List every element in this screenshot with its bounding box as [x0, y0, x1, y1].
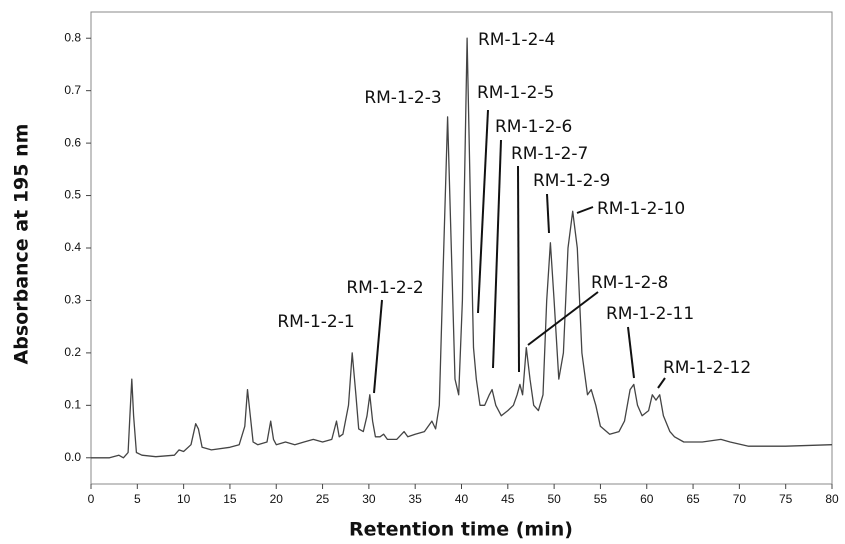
peak-label: RM-1-2-2 — [346, 278, 423, 298]
peak-label: RM-1-2-3 — [364, 88, 441, 108]
leader-line — [627, 326, 635, 379]
peak-label: RM-1-2-10 — [597, 199, 685, 219]
x-tick-label: 15 — [223, 492, 237, 506]
y-tick-label: 0.7 — [64, 83, 81, 97]
y-tick-label: 0.6 — [64, 135, 81, 149]
y-tick-label: 0.8 — [64, 30, 81, 44]
x-tick-label: 0 — [88, 492, 95, 506]
leader-line — [477, 109, 489, 314]
x-axis-label: Retention time (min) — [349, 519, 573, 541]
x-tick-label: 55 — [594, 492, 608, 506]
y-tick-label: 0.3 — [64, 293, 81, 307]
y-axis-label: Absorbance at 195 nm — [11, 124, 33, 365]
y-tick-label: 0.4 — [64, 240, 81, 254]
peak-label: RM-1-2-11 — [606, 304, 694, 324]
y-tick-label: 0.5 — [64, 188, 81, 202]
leader-line — [492, 139, 502, 369]
x-tick-label: 75 — [779, 492, 793, 506]
x-tick-label: 65 — [686, 492, 700, 506]
peak-label: RM-1-2-9 — [533, 171, 610, 191]
peak-label: RM-1-2-8 — [591, 273, 668, 293]
y-tick-label: 0.2 — [64, 345, 81, 359]
x-tick-label: 5 — [134, 492, 141, 506]
y-tick-label: 0.1 — [64, 398, 81, 412]
x-tick-label: 45 — [501, 492, 515, 506]
x-tick-label: 70 — [733, 492, 747, 506]
leader-line — [546, 193, 550, 234]
x-tick-label: 35 — [409, 492, 423, 506]
peak-label: RM-1-2-5 — [477, 83, 554, 103]
leader-line — [527, 291, 599, 346]
trace — [91, 37, 833, 459]
peak-label: RM-1-2-1 — [277, 312, 354, 332]
leader-line — [517, 165, 520, 373]
x-tick-label: 80 — [825, 492, 839, 506]
leader-line — [576, 206, 594, 214]
x-tick-label: 50 — [547, 492, 561, 506]
peak-label: RM-1-2-7 — [511, 144, 588, 164]
peak-label: RM-1-2-6 — [495, 117, 572, 137]
peak-label: RM-1-2-12 — [663, 358, 751, 378]
x-tick-label: 25 — [316, 492, 330, 506]
peak-label: RM-1-2-4 — [478, 30, 555, 50]
x-tick-label: 40 — [455, 492, 469, 506]
x-tick-label: 10 — [177, 492, 191, 506]
x-tick-label: 60 — [640, 492, 654, 506]
plot-frame — [90, 11, 833, 485]
y-tick-label: 0.0 — [64, 450, 81, 464]
leader-line — [657, 377, 666, 389]
x-tick-label: 20 — [270, 492, 284, 506]
leader-line — [373, 299, 383, 394]
x-tick-label: 30 — [362, 492, 376, 506]
